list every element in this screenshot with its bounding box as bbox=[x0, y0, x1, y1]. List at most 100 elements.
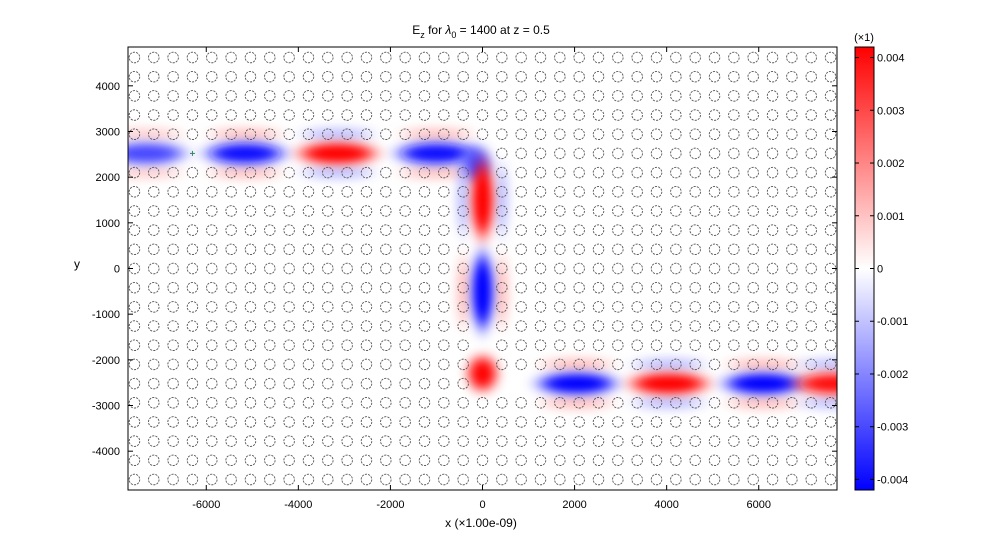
rod bbox=[786, 109, 798, 121]
rod bbox=[805, 205, 817, 217]
rod bbox=[167, 70, 179, 83]
rod bbox=[573, 128, 585, 140]
rod bbox=[244, 128, 257, 140]
rod bbox=[244, 166, 257, 179]
rod bbox=[380, 281, 392, 294]
rod bbox=[380, 397, 392, 409]
rod bbox=[612, 90, 624, 102]
rod bbox=[380, 435, 392, 447]
rod bbox=[225, 358, 237, 371]
rod bbox=[766, 224, 779, 236]
field-lobe-7 bbox=[468, 357, 497, 390]
rod bbox=[264, 358, 276, 371]
rod bbox=[786, 339, 798, 351]
rod bbox=[148, 454, 160, 467]
rod bbox=[438, 262, 450, 275]
rod bbox=[824, 473, 837, 486]
rod bbox=[766, 70, 779, 83]
field-lobe-1 bbox=[208, 127, 283, 179]
rod bbox=[186, 109, 199, 121]
rod bbox=[244, 377, 257, 390]
y-axis: 4000 3000 2000 1000 0 -1000 -2000 -3000 -4000 bbox=[92, 81, 837, 458]
rod bbox=[612, 166, 624, 179]
rod bbox=[148, 320, 160, 332]
rod bbox=[244, 301, 257, 313]
rod bbox=[496, 339, 508, 351]
rod bbox=[341, 281, 353, 294]
rod bbox=[244, 51, 257, 64]
rod bbox=[360, 377, 373, 390]
rod bbox=[206, 339, 218, 351]
rod bbox=[650, 397, 663, 409]
rod bbox=[670, 281, 682, 294]
rod bbox=[496, 262, 508, 275]
rod bbox=[438, 281, 450, 294]
rod bbox=[341, 186, 353, 198]
rod bbox=[186, 90, 199, 102]
rod bbox=[167, 301, 179, 313]
rod bbox=[534, 454, 547, 467]
rod bbox=[708, 320, 721, 332]
rod bbox=[244, 435, 257, 447]
rod bbox=[573, 51, 585, 64]
rod bbox=[380, 70, 392, 83]
rod bbox=[612, 301, 624, 313]
rod bbox=[496, 166, 508, 179]
rod bbox=[302, 128, 315, 140]
rod bbox=[418, 224, 431, 236]
rod bbox=[128, 301, 141, 313]
rod bbox=[786, 397, 798, 409]
rod bbox=[650, 301, 663, 313]
rod bbox=[302, 397, 315, 409]
rod bbox=[148, 416, 160, 428]
rod bbox=[534, 205, 547, 217]
rod bbox=[554, 205, 566, 217]
y-tick-label: 4000 bbox=[96, 81, 120, 93]
rod bbox=[747, 301, 759, 313]
rod bbox=[554, 281, 566, 294]
rod bbox=[206, 473, 218, 486]
field-fringe bbox=[210, 166, 281, 179]
rod bbox=[341, 224, 353, 236]
colorbar-tick-label: -0.004 bbox=[877, 474, 908, 486]
rod bbox=[824, 166, 837, 179]
rod bbox=[515, 397, 527, 409]
rod bbox=[438, 397, 450, 409]
rod bbox=[206, 186, 218, 198]
rod bbox=[167, 320, 179, 332]
rod bbox=[747, 339, 759, 351]
rod bbox=[148, 70, 160, 83]
y-tick-label: 0 bbox=[114, 264, 120, 276]
rod bbox=[554, 224, 566, 236]
rod bbox=[573, 186, 585, 198]
rod bbox=[534, 186, 547, 198]
rod bbox=[380, 416, 392, 428]
field-fringe bbox=[799, 358, 837, 371]
rod bbox=[824, 358, 837, 371]
y-tick-label: -4000 bbox=[92, 446, 120, 458]
rod bbox=[650, 262, 663, 275]
rod bbox=[264, 301, 276, 313]
rod bbox=[573, 473, 585, 486]
rod bbox=[302, 51, 315, 64]
rod bbox=[225, 166, 237, 179]
rod bbox=[399, 301, 411, 313]
rod bbox=[302, 339, 315, 351]
rod bbox=[515, 186, 527, 198]
rod bbox=[786, 166, 798, 179]
rod bbox=[438, 70, 450, 83]
rod bbox=[824, 224, 837, 236]
rod bbox=[167, 377, 179, 390]
rod bbox=[766, 147, 779, 160]
rod bbox=[380, 358, 392, 371]
rod bbox=[515, 416, 527, 428]
rod bbox=[747, 262, 759, 275]
rod bbox=[573, 281, 585, 294]
field-lobe-2 bbox=[300, 127, 375, 179]
field-fringe bbox=[633, 396, 704, 410]
rod bbox=[128, 51, 141, 64]
rod bbox=[225, 301, 237, 313]
rod bbox=[399, 166, 411, 179]
rod bbox=[418, 205, 431, 217]
rod bbox=[322, 205, 334, 217]
